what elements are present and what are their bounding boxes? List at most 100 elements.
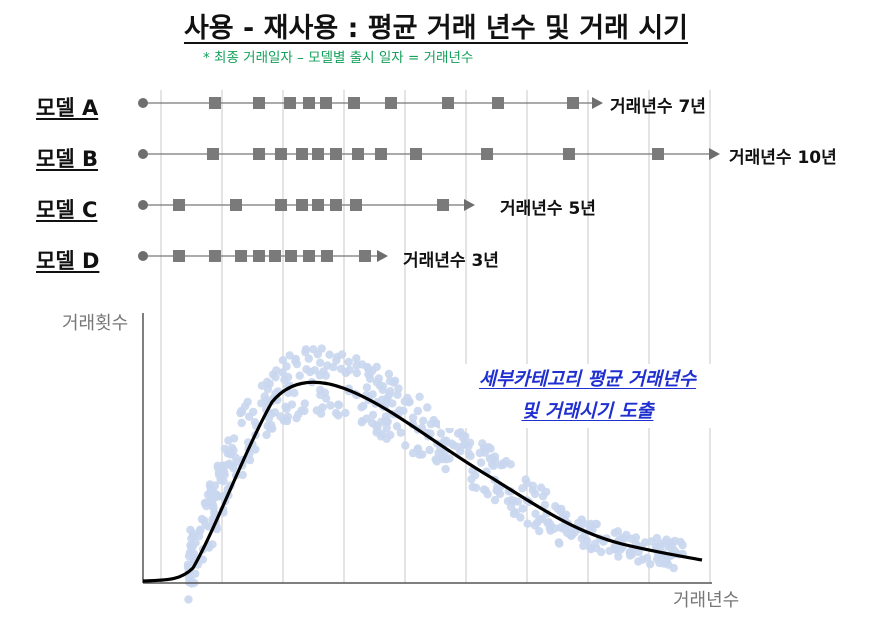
scatter-point [627,550,637,559]
scatter-point [401,441,410,450]
scatter-point [341,408,350,418]
scatter-point [523,519,532,528]
scatter-point [647,537,656,546]
scatter-point [210,481,220,490]
scatter-point [282,416,292,426]
scatter-point [396,428,406,437]
scatter-point [316,358,325,367]
transaction-marker [235,250,247,262]
transaction-marker [563,148,575,160]
scatter-point [610,528,619,537]
transaction-marker [359,250,371,262]
scatter-point [301,347,310,357]
scatter-point [228,461,237,471]
scatter-point [377,417,386,427]
scatter-point [492,486,501,495]
model-b-years: 거래년수 10년 [729,148,837,168]
model-a-years: 거래년수 7년 [610,97,706,117]
scatter-point [325,350,334,359]
scatter-point [543,518,552,527]
scatter-point [270,408,280,417]
transaction-marker [285,250,297,262]
scatter-point [384,369,394,379]
scatter-point [540,500,550,510]
scatter-point [413,406,422,416]
scatter-point [489,461,498,471]
scatter-point [586,543,595,552]
scatter-point [456,447,465,456]
transaction-marker [209,250,221,262]
scatter-point [265,424,275,433]
scatter-point [528,486,537,495]
scatter-point [423,403,432,412]
scatter-point [352,354,361,363]
scatter-point [331,408,341,418]
scatter-point [245,455,255,465]
transaction-marker [375,148,387,160]
transaction-marker [303,250,315,262]
scatter-point [436,429,446,438]
model-c-years: 거래년수 5년 [500,199,596,219]
scatter-point [191,569,200,578]
transaction-marker [303,97,315,109]
scatter-point [471,483,481,492]
transaction-marker [567,97,579,109]
scatter-point [530,521,540,530]
scatter-point [378,385,387,394]
transaction-marker [269,250,281,262]
transaction-marker [442,97,454,109]
scatter-point [535,526,544,536]
transaction-marker [330,199,342,211]
scatter-point [464,442,473,451]
release-point [138,251,148,261]
scatter-point [490,495,500,505]
callout-line-1: 세부카테고리 평균 거래년수 [440,364,735,396]
scatter-point [382,423,391,433]
transaction-marker [320,97,332,109]
scatter-point [184,595,193,604]
transaction-marker [296,199,308,211]
release-point [138,149,148,159]
transaction-marker [312,148,324,160]
scatter-point [368,410,378,420]
scatter-point [634,557,643,566]
scatter-point [278,356,288,365]
scatter-point [290,388,299,398]
scatter-point [187,544,196,553]
scatter-point [251,445,260,454]
callout-line-2: 및 거래시기 도출 [440,396,735,428]
scatter-point [210,489,219,498]
scatter-point [334,400,343,409]
scatter-point [388,399,397,408]
scatter-point [476,458,486,467]
scatter-point [285,351,294,360]
scatter-point [329,362,338,372]
scatter-point [223,449,232,458]
scatter-point [283,372,293,382]
timeline-model-d [138,250,388,262]
scatter-point [372,362,381,372]
scatter-point [237,418,246,428]
scatter-point [386,430,395,440]
timeline-arrowhead [709,148,720,160]
scatter-point [413,445,422,454]
transaction-marker [253,148,265,160]
scatter-point [614,552,623,561]
scatter-point [538,492,548,501]
model-timelines [138,97,720,262]
scatter-point [295,371,304,380]
scatter-point [278,368,287,377]
scatter-point [588,525,597,534]
scatter-point [546,526,555,535]
scatter-point [344,357,353,367]
scatter-point [383,393,392,402]
scatter-point [535,515,544,524]
transaction-marker [652,148,664,160]
formula-note: * 최종 거래일자 – 모델별 출시 일자 = 거래년수 [203,50,474,66]
scatter-point [592,543,601,553]
scatter-point [574,518,583,528]
scatter-point [300,399,309,408]
scatter-point [316,409,326,418]
model-b-label: 모델 B [36,147,98,171]
